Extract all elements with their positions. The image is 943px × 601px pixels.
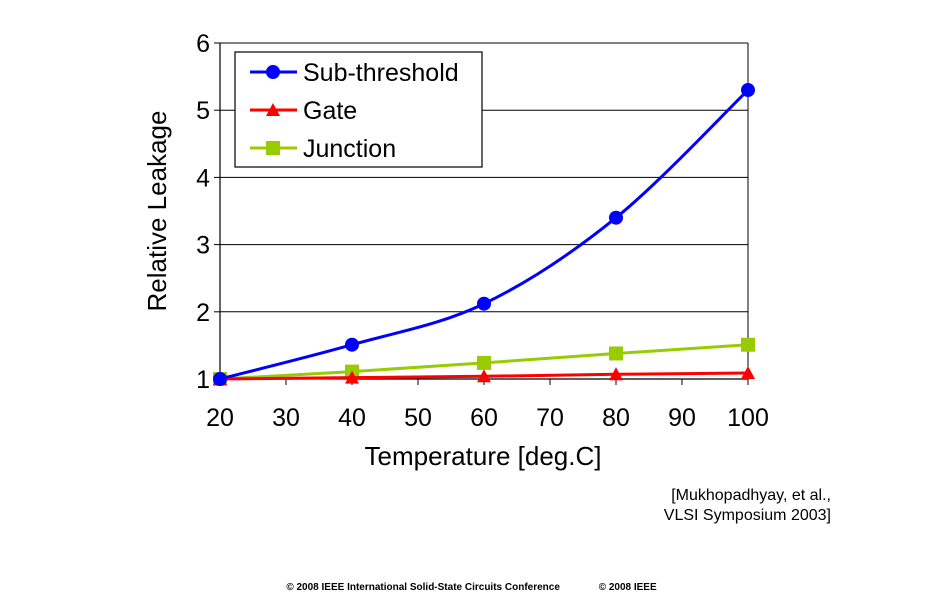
y-tick-label: 3 <box>196 232 210 260</box>
x-tick-label: 90 <box>668 404 696 432</box>
y-tick-label: 1 <box>196 366 210 394</box>
citation-line-1: [Mukhopadhyay, et al., <box>671 487 831 504</box>
data-point <box>477 369 491 383</box>
x-tick-label: 20 <box>206 404 234 432</box>
legend-entry: Junction <box>250 135 396 163</box>
data-point <box>741 83 755 98</box>
footer-conference: © 2008 IEEE International Solid-State Ci… <box>286 582 560 593</box>
y-axis-label: Relative Leakage <box>142 111 172 312</box>
legend-swatch-marker <box>266 141 280 155</box>
data-point <box>477 355 491 370</box>
data-point <box>741 337 755 352</box>
legend-swatch-marker <box>266 65 280 79</box>
citation: [Mukhopadhyay, et al., VLSI Symposium 20… <box>664 486 831 526</box>
footer-copyright: © 2008 IEEE <box>598 582 657 593</box>
legend-entry: Sub-threshold <box>250 59 459 87</box>
x-axis-ticks: 20 30 40 50 60 70 80 90 100 <box>206 379 769 432</box>
x-tick-label: 70 <box>536 404 564 432</box>
legend-label: Junction <box>303 135 396 163</box>
x-tick-label: 80 <box>602 404 630 432</box>
citation-line-2: VLSI Symposium 2003] <box>663 507 831 524</box>
data-point <box>345 337 359 352</box>
data-point <box>741 365 755 379</box>
x-tick-label: 50 <box>404 404 432 432</box>
data-point <box>477 296 491 311</box>
data-point <box>213 372 227 386</box>
data-point <box>609 367 623 381</box>
data-point <box>609 346 623 361</box>
series-group <box>213 83 755 386</box>
legend-swatch-marker <box>266 103 280 116</box>
y-tick-label: 2 <box>196 299 210 327</box>
legend-entry: Gate <box>250 97 357 125</box>
data-point <box>345 370 359 384</box>
legend-label: Gate <box>303 97 357 125</box>
footer: © 2008 IEEE International Solid-State Ci… <box>0 582 943 593</box>
x-tick-label: 60 <box>470 404 498 432</box>
x-axis-label: Temperature [deg.C] <box>364 441 601 471</box>
y-tick-label: 4 <box>196 164 210 192</box>
series-sub-threshold <box>213 83 755 386</box>
x-tick-label: 100 <box>727 404 769 432</box>
x-tick-label: 30 <box>272 404 300 432</box>
data-point <box>609 210 623 225</box>
y-tick-label: 6 <box>196 30 210 58</box>
y-axis-ticks: 1 2 3 4 5 6 <box>196 30 220 394</box>
legend-label: Sub-threshold <box>303 59 459 87</box>
legend: Sub-threshold Gate Junction <box>234 51 483 168</box>
x-tick-label: 40 <box>338 404 366 432</box>
y-tick-label: 5 <box>196 97 210 125</box>
